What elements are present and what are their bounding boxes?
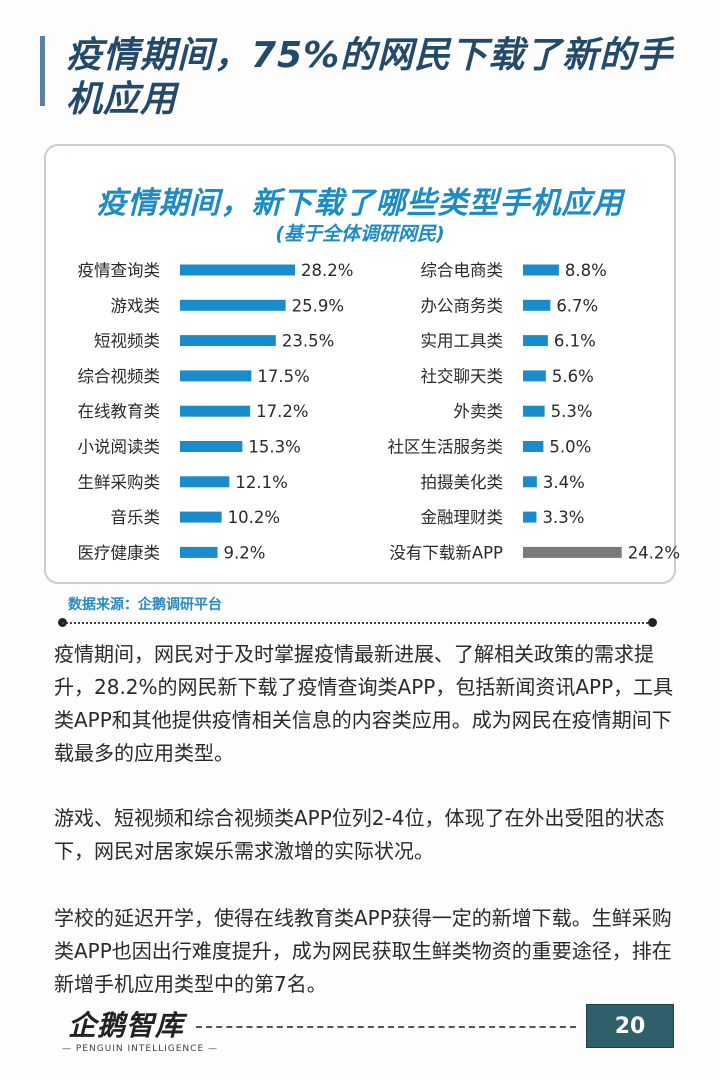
logo: 企鹅智库 — PENGUIN INTELLIGENCE — <box>62 1004 217 1060</box>
data-source: 数据来源：企鹅调研平台 <box>68 597 222 613</box>
divider-dot-right <box>648 618 657 627</box>
logo-text: 企鹅智库 <box>68 1009 185 1042</box>
page-number: 20 <box>586 1004 674 1048</box>
title-accent-bar <box>40 36 45 106</box>
chart-subtitle: (基于全体调研网民) <box>275 223 445 245</box>
chart-title: 疫情期间，新下载了哪些类型手机应用 <box>96 186 624 221</box>
divider <box>62 622 652 624</box>
paragraph-3: 学校的延迟开学，使得在线教育类APP获得一定的新增下载。生鲜采购类APP也因出行… <box>54 906 672 996</box>
logo-subtitle: — PENGUIN INTELLIGENCE — <box>62 1044 218 1054</box>
page-title: 疫情期间，75%的网民下载了新的手机应用 <box>66 35 674 120</box>
chart-card <box>44 144 676 584</box>
footer-line <box>196 1026 576 1028</box>
paragraph-2: 游戏、短视频和综合视频类APP位列2-4位，体现了在外出受阻的状态下，网民对居家… <box>54 806 665 863</box>
paragraph-1: 疫情期间，网民对于及时掌握疫情最新进展、了解相关政策的需求提升，28.2%的网民… <box>54 642 674 765</box>
